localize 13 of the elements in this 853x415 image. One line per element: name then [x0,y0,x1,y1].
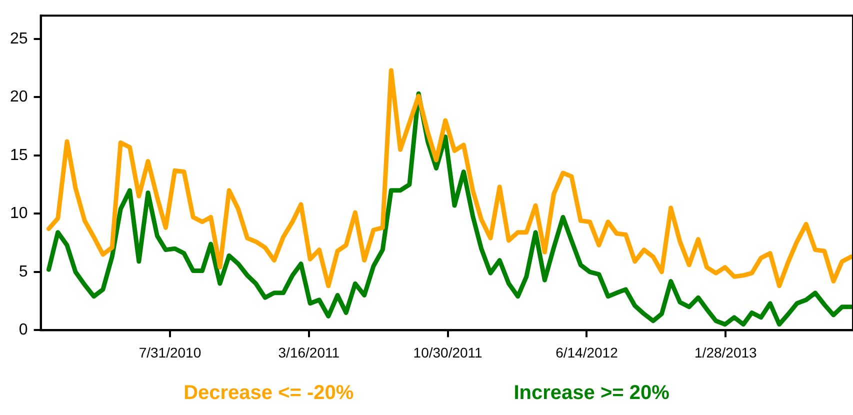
text: Decrease <= -20% [184,382,354,405]
x-tick-label: 6/14/2012 [556,344,618,360]
y-tick-label: 0 [18,322,28,339]
y-tick-label: 10 [10,205,28,222]
y-tick-label: 25 [10,30,28,48]
x-tick-label: 10/30/2011 [413,344,483,360]
x-tick-label: 1/28/2013 [694,344,758,360]
x-tick-label: 7/31/2010 [138,344,202,360]
y-tick-label: 15 [10,146,28,164]
y-tick-label: 5 [18,263,28,280]
text: Increase >= 20% [514,382,670,405]
x-tick-label: 3/16/2011 [278,344,340,360]
y-tick-label: 20 [10,88,28,106]
